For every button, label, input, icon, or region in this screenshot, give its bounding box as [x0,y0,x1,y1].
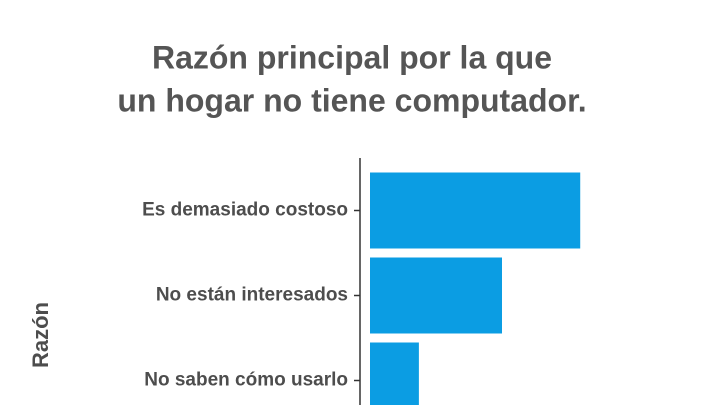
bar [370,257,502,334]
bar [370,172,581,249]
chart-title: un hogar no tiene computador. [117,82,586,118]
y-axis-label: Razón [28,302,53,368]
y-tick-label: Es demasiado costoso [142,200,348,221]
chart-title: Razón principal por la que [152,39,552,75]
y-tick-label: No saben cómo usarlo [144,370,348,391]
y-tick-label: No están interesados [156,285,348,306]
bar [370,342,419,405]
